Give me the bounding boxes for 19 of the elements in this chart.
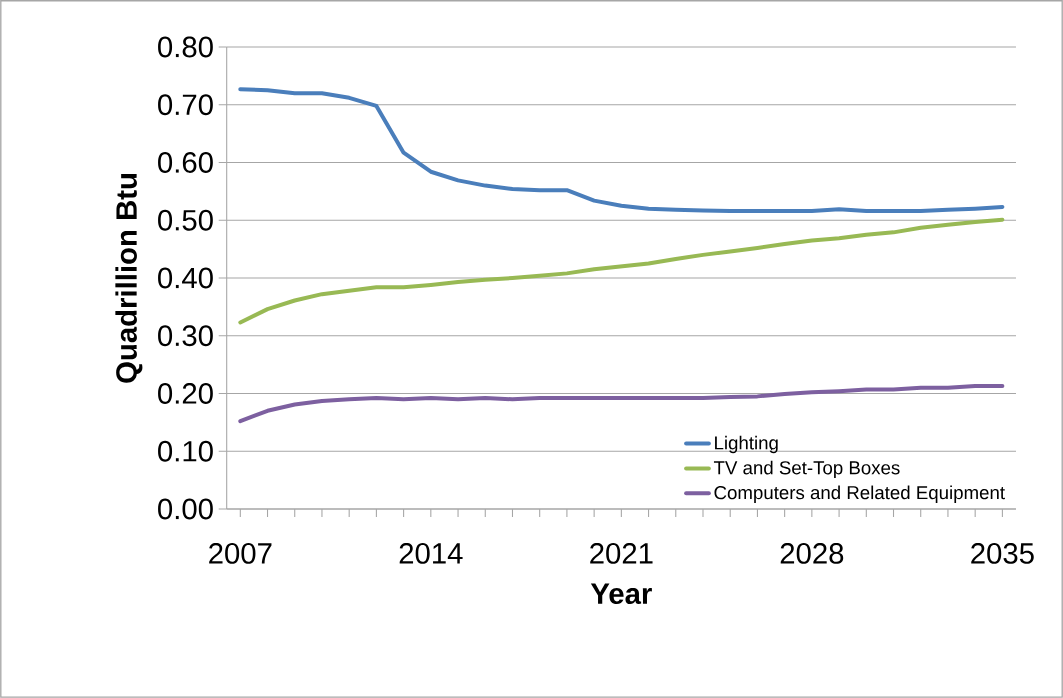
y-tick-label: 0.80 <box>158 36 213 58</box>
x-tick-label: 2028 <box>780 543 844 564</box>
x-tick-label: 2014 <box>399 543 463 564</box>
y-tick-label: 0.50 <box>158 209 213 231</box>
y-tick-label: 0.40 <box>158 267 213 289</box>
x-axis-title: Year <box>590 583 652 605</box>
y-tick-label: 0.30 <box>158 325 213 347</box>
x-tick-label: 2007 <box>209 543 272 564</box>
x-tick-label: 2035 <box>971 543 1034 564</box>
x-tick-label: 2021 <box>590 543 653 564</box>
y-tick-label: 0.60 <box>158 152 213 173</box>
y-tick-label: 0.00 <box>158 498 213 520</box>
y-axis-title: Quadrillion Btu <box>115 173 143 383</box>
legend-label: Computers and Related Equipment <box>714 485 1005 503</box>
legend-label: TV and Set-Top Boxes <box>713 460 900 479</box>
y-tick-label: 0.70 <box>158 94 213 116</box>
y-tick-label: 0.20 <box>158 383 213 404</box>
legend-label: Lighting <box>715 435 778 454</box>
y-tick-label: 0.10 <box>158 440 213 462</box>
